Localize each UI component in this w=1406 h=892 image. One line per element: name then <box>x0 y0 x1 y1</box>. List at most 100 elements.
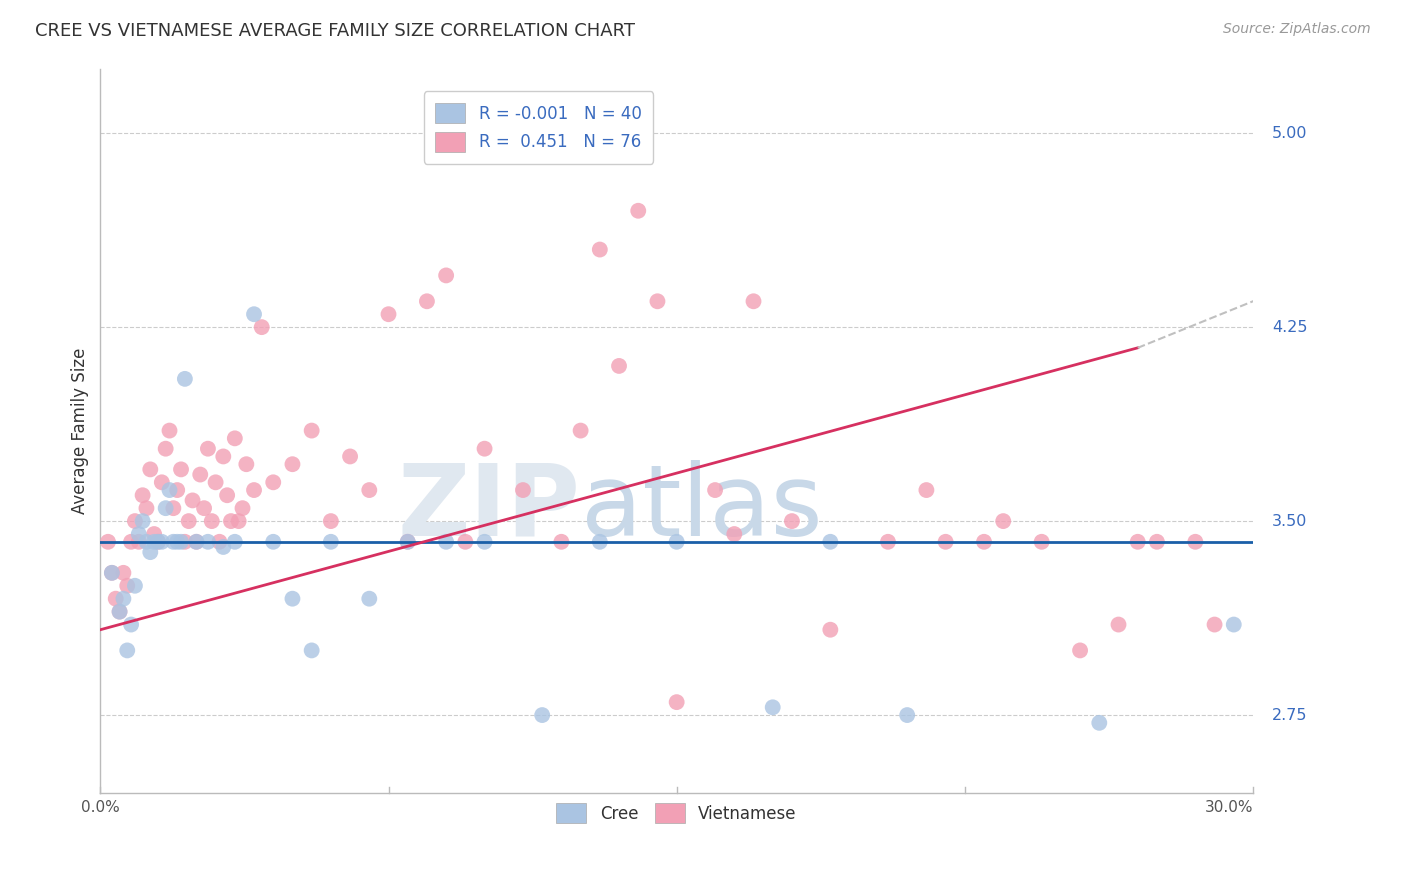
Text: CREE VS VIETNAMESE AVERAGE FAMILY SIZE CORRELATION CHART: CREE VS VIETNAMESE AVERAGE FAMILY SIZE C… <box>35 22 636 40</box>
Point <box>262 534 284 549</box>
Point <box>723 527 745 541</box>
Point <box>231 501 253 516</box>
Point <box>665 534 688 549</box>
Point <box>281 457 304 471</box>
Point <box>108 605 131 619</box>
Point <box>131 514 153 528</box>
Point <box>186 534 208 549</box>
Point <box>108 605 131 619</box>
Point <box>973 534 995 549</box>
Point <box>434 268 457 283</box>
Point <box>117 643 139 657</box>
Point <box>896 708 918 723</box>
Point <box>159 483 181 497</box>
Point <box>396 534 419 549</box>
Point <box>607 359 630 373</box>
Point <box>377 307 399 321</box>
Point <box>1108 617 1130 632</box>
Point <box>224 431 246 445</box>
Point <box>97 534 120 549</box>
Point <box>742 294 765 309</box>
Point <box>512 483 534 497</box>
Point <box>434 534 457 549</box>
Point <box>569 424 592 438</box>
Point <box>101 566 124 580</box>
Y-axis label: Average Family Size: Average Family Size <box>72 347 89 514</box>
Text: Source: ZipAtlas.com: Source: ZipAtlas.com <box>1223 22 1371 37</box>
Text: 5.00: 5.00 <box>1272 126 1308 141</box>
Point <box>162 534 184 549</box>
Point <box>139 545 162 559</box>
Text: atlas: atlas <box>581 459 823 557</box>
Point <box>396 534 419 549</box>
Point <box>173 534 195 549</box>
Point <box>301 424 323 438</box>
Point <box>235 457 257 471</box>
Point <box>143 534 166 549</box>
Text: 30.0%: 30.0% <box>1205 800 1253 815</box>
Point <box>780 514 803 528</box>
Point <box>188 467 211 482</box>
Point <box>219 514 242 528</box>
Point <box>135 501 157 516</box>
Point <box>197 442 219 456</box>
Point <box>474 442 496 456</box>
Point <box>166 534 188 549</box>
Legend: Cree, Vietnamese: Cree, Vietnamese <box>546 791 808 835</box>
Point <box>212 450 235 464</box>
Point <box>474 534 496 549</box>
Point <box>647 294 669 309</box>
Point <box>146 534 169 549</box>
Point <box>820 534 842 549</box>
Point <box>117 579 139 593</box>
Point <box>1126 534 1149 549</box>
Point <box>143 527 166 541</box>
Point <box>416 294 439 309</box>
Text: 4.25: 4.25 <box>1272 319 1308 334</box>
Point <box>120 617 142 632</box>
Point <box>177 514 200 528</box>
Point <box>173 372 195 386</box>
Point <box>217 488 239 502</box>
Point <box>243 483 266 497</box>
Point <box>454 534 477 549</box>
Point <box>170 462 193 476</box>
Point <box>139 462 162 476</box>
Point <box>1204 617 1226 632</box>
Point <box>224 534 246 549</box>
Point <box>250 320 273 334</box>
Point <box>181 493 204 508</box>
Point <box>112 591 135 606</box>
Point <box>301 643 323 657</box>
Point <box>186 534 208 549</box>
Point <box>935 534 957 549</box>
Point <box>281 591 304 606</box>
Point <box>197 534 219 549</box>
Point <box>359 591 381 606</box>
Text: 3.50: 3.50 <box>1272 514 1308 529</box>
Point <box>128 527 150 541</box>
Point <box>1088 715 1111 730</box>
Point <box>243 307 266 321</box>
Point <box>1184 534 1206 549</box>
Point <box>135 534 157 549</box>
Point <box>124 514 146 528</box>
Point <box>155 442 177 456</box>
Point <box>550 534 572 549</box>
Point <box>193 501 215 516</box>
Point <box>1146 534 1168 549</box>
Point <box>531 708 554 723</box>
Point <box>589 243 612 257</box>
Point <box>993 514 1015 528</box>
Point <box>166 483 188 497</box>
Point <box>162 501 184 516</box>
Point <box>762 700 785 714</box>
Point <box>359 483 381 497</box>
Point <box>915 483 938 497</box>
Point <box>150 475 173 490</box>
Point <box>146 534 169 549</box>
Point <box>704 483 727 497</box>
Point <box>1069 643 1091 657</box>
Point <box>1223 617 1246 632</box>
Point <box>112 566 135 580</box>
